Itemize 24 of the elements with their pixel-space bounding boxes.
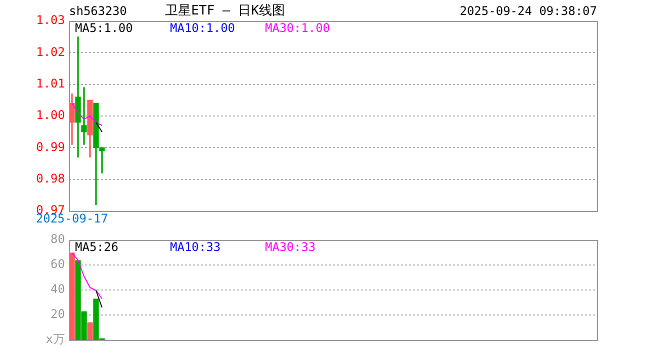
bar <box>69 252 75 340</box>
candlestick <box>75 36 81 158</box>
y-axis-title: x万 <box>46 332 65 346</box>
legend-label: MA10:33 <box>170 240 221 254</box>
candlestick <box>81 87 87 145</box>
y-tick-label: 1.02 <box>36 44 65 59</box>
y-tick-label: 20 <box>50 307 65 322</box>
y-tick-label: 1.03 <box>36 13 65 28</box>
y-tick-label: 0.98 <box>36 171 65 186</box>
text: MA30:1.00 <box>265 21 330 36</box>
bar <box>87 322 93 340</box>
y-tick-label: 1.01 <box>36 76 65 90</box>
y-tick-label: 1.00 <box>36 108 65 122</box>
text: MA5:1.00 <box>75 21 133 36</box>
y-tick-label: 80 <box>50 232 65 246</box>
text: MA5:26 <box>75 240 118 254</box>
y-tick-label: 40 <box>50 282 65 296</box>
y-tick-label: 60 <box>50 257 65 272</box>
chart-subtitle: sh563230 <box>69 4 127 18</box>
text: MA30:33 <box>265 240 316 254</box>
text: 2025-09-24 09:38:07 <box>460 4 597 18</box>
legend-label: MA10:1.00 <box>170 21 236 36</box>
chart-title: 卫星ETF — 日K线图 <box>165 3 285 18</box>
y-tick-label: 0.99 <box>36 140 65 154</box>
